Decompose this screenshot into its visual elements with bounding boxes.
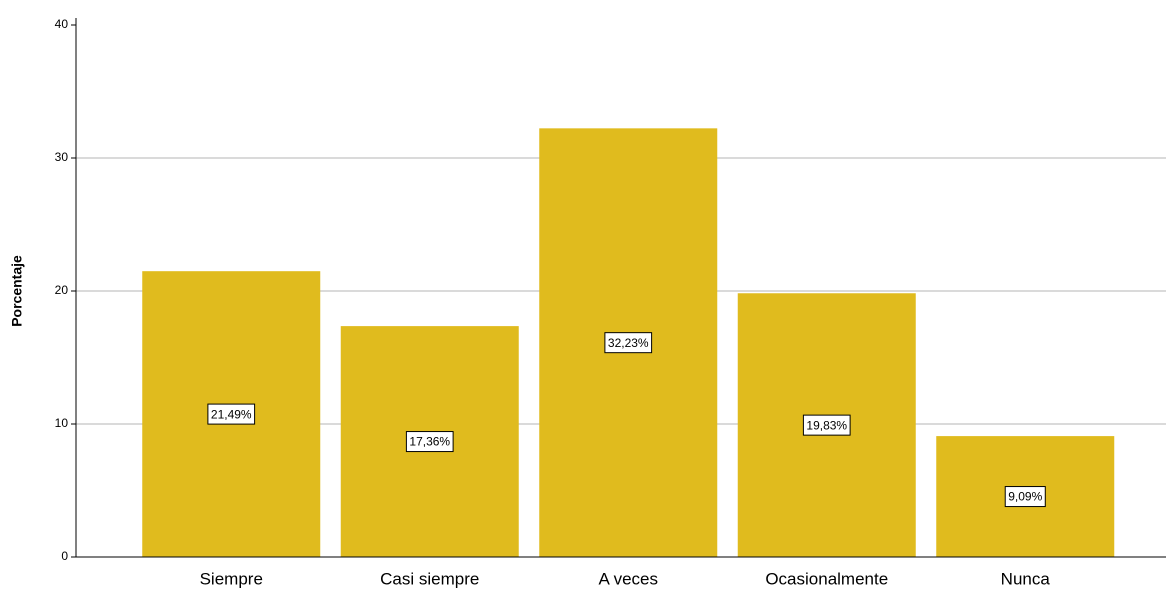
value-label-box — [1004, 486, 1046, 508]
y-tick-label: 0 — [61, 549, 68, 563]
x-tick-label: Ocasionalmente — [765, 569, 888, 588]
y-tick-label: 40 — [55, 17, 69, 31]
x-tick-label: Siempre — [200, 569, 263, 588]
value-label-box — [802, 414, 851, 436]
x-tick-label: Casi siempre — [380, 569, 479, 588]
value-label: 32,23% — [608, 336, 649, 350]
x-tick-label: Nunca — [1001, 569, 1051, 588]
value-label: 19,83% — [806, 418, 847, 432]
value-label: 9,09% — [1008, 490, 1042, 504]
y-tick-label: 30 — [55, 150, 69, 164]
value-label: 17,36% — [409, 435, 450, 449]
value-label-box — [207, 403, 256, 425]
y-axis-label: Porcentaje — [9, 255, 25, 327]
y-tick-label: 10 — [55, 416, 69, 430]
x-tick-label: A veces — [598, 569, 658, 588]
value-label-box — [604, 332, 653, 354]
y-tick-label: 20 — [55, 283, 69, 297]
value-label-box — [405, 431, 454, 453]
value-label: 21,49% — [211, 407, 252, 421]
